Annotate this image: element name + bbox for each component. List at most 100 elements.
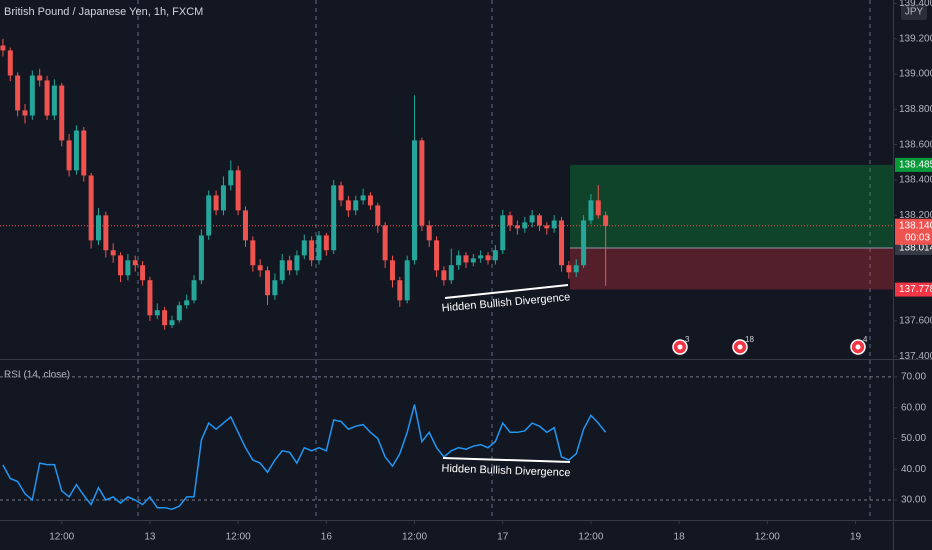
candle-body [51, 85, 57, 116]
y-tick-label: 60.00 [901, 402, 926, 413]
candle-body [301, 240, 307, 256]
candle-body [316, 235, 322, 261]
chart-title: British Pound / Japanese Yen, 1h, FXCM [4, 6, 203, 18]
candle-body [235, 170, 241, 211]
candle-body [118, 255, 124, 276]
target-label: 138.485 [899, 160, 932, 171]
candle-body [257, 265, 263, 271]
candle-body [397, 280, 403, 301]
candle-body [250, 240, 256, 266]
x-tick-label: 13 [144, 532, 156, 543]
event-count: 4 [863, 335, 868, 344]
candle-body [412, 140, 418, 261]
candle-body [0, 45, 6, 51]
target-tag [895, 157, 932, 172]
candle-body [404, 260, 410, 301]
y-tick-label: 139.000 [899, 69, 932, 80]
candle-body [242, 210, 248, 241]
currency: JPY [905, 7, 924, 18]
candle-body [294, 255, 300, 271]
entry-label: 138.014 [899, 243, 932, 254]
candle-body [375, 205, 381, 226]
currency-badge [901, 4, 927, 20]
candle-body [125, 260, 131, 276]
candle-body [220, 185, 226, 211]
y-tick-label: 137.400 [899, 351, 932, 362]
candle-body [353, 200, 359, 211]
event-count: 3 [685, 335, 690, 344]
rsi-line [2, 404, 607, 510]
candle-body [22, 110, 28, 116]
candle-body [456, 255, 462, 266]
candle-body [147, 280, 153, 316]
event-icon[interactable]: 3 [672, 335, 690, 355]
candle-body [154, 310, 160, 316]
candle-body [345, 200, 351, 211]
trend-line [444, 284, 569, 299]
candle-body [15, 75, 21, 111]
x-tick-label: 12:00 [49, 532, 74, 543]
y-tick-label: 138.200 [899, 210, 932, 221]
event-dot [855, 344, 861, 350]
x-tick-label: 18 [674, 532, 686, 543]
candle-body [426, 225, 432, 241]
annotation: Hidden Bullish Divergence [441, 463, 570, 479]
trend-line [442, 457, 571, 463]
stop-tag [895, 282, 932, 297]
stop-label: 137.778 [899, 284, 932, 295]
candle-body [595, 200, 601, 216]
y-tick-label: 139.200 [899, 33, 932, 44]
candle-body [110, 250, 116, 256]
candle-body [551, 220, 557, 229]
candle-body [566, 265, 572, 273]
candle-body [29, 75, 35, 116]
candle-body [103, 215, 109, 251]
last-price-tag [895, 218, 932, 245]
marks [0, 38, 893, 510]
last-price-label: 138.140 [899, 220, 932, 231]
candle-body [95, 215, 101, 241]
y-tick-label: 30.00 [901, 495, 926, 506]
y-tick-label: 50.00 [901, 433, 926, 444]
candle-body [323, 235, 329, 251]
y-tick-label: 138.800 [899, 104, 932, 115]
candle-body [73, 130, 79, 171]
candle-body [331, 185, 337, 251]
x-tick-label: 19 [850, 532, 862, 543]
y-tick-label: 138.400 [899, 175, 932, 186]
candle-body [176, 305, 182, 321]
candle-body [191, 280, 197, 301]
x-tick-label: 12:00 [226, 532, 251, 543]
candle-body [44, 80, 50, 116]
candle-body [265, 270, 271, 296]
axis: 137.400 137.600 138.200 138.400 138.600 138.8… [49, 0, 932, 543]
x-tick-label: 17 [497, 532, 509, 543]
x-tick-label: 12:00 [578, 532, 603, 543]
event-icon[interactable]: 18 [732, 335, 754, 355]
candle-body [492, 250, 498, 261]
candle-body [603, 215, 609, 226]
x-tick-label: 16 [321, 532, 333, 543]
candle-body [140, 265, 146, 281]
candle-body [522, 222, 528, 229]
candle-body [279, 260, 285, 281]
candle-body [478, 255, 484, 259]
candle-body [162, 310, 168, 326]
x-tick-label: 12:00 [402, 532, 427, 543]
candle-body [544, 225, 550, 229]
loss-zone [570, 247, 893, 290]
candle-body [389, 260, 395, 281]
y-tick-label: 70.00 [901, 372, 926, 383]
candle-body [559, 220, 565, 266]
y-tick-label: 40.00 [901, 464, 926, 475]
candle-body [66, 140, 72, 171]
candle-body [360, 195, 366, 201]
event-icon[interactable]: 4 [850, 335, 868, 355]
candle-body [419, 140, 425, 226]
candle-body [588, 200, 594, 221]
event-dot [677, 344, 683, 350]
countdown: 00:03 [905, 232, 930, 243]
candle-body [37, 75, 43, 81]
